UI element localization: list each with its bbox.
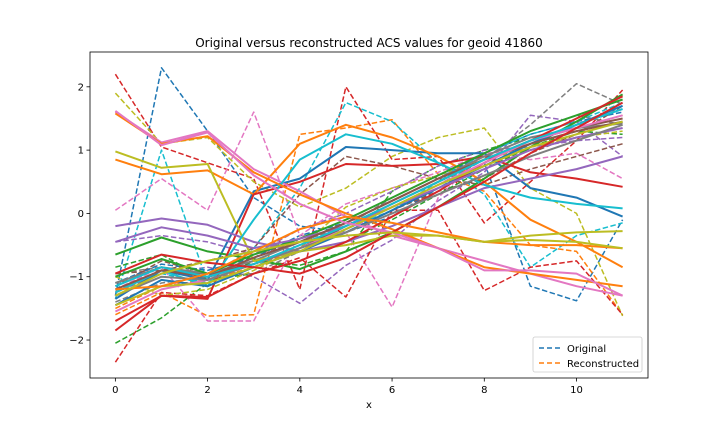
series-line-reconstructed-41 xyxy=(115,215,623,291)
y-tick-label: −1 xyxy=(69,272,84,283)
series-layer xyxy=(114,67,624,363)
series-line-original-13 xyxy=(114,209,624,363)
x-tick-label: 10 xyxy=(570,385,583,396)
series-line-reconstructed-22 xyxy=(115,93,624,271)
series-line-reconstructed-43 xyxy=(114,231,623,297)
x-tick-label: 8 xyxy=(481,385,487,396)
series-line-reconstructed-40 xyxy=(115,101,624,275)
y-tick-label: −2 xyxy=(69,336,84,347)
series-line-reconstructed-31 xyxy=(114,112,623,288)
series-line-original-3 xyxy=(114,73,624,291)
y-tick-label: 1 xyxy=(78,146,84,157)
x-tick-label: 0 xyxy=(112,385,118,396)
series-line-reconstructed-21 xyxy=(115,123,624,269)
chart-title: Original versus reconstructed ACS values… xyxy=(195,36,543,50)
series-line-reconstructed-26 xyxy=(114,111,623,297)
series-line-reconstructed-23 xyxy=(114,155,623,332)
series-line-reconstructed-37 xyxy=(115,123,623,297)
series-line-original-6 xyxy=(114,111,623,308)
x-axis-label: x xyxy=(366,400,372,411)
series-line-reconstructed-42 xyxy=(114,110,624,297)
series-line-reconstructed-32 xyxy=(115,98,623,278)
x-tick-label: 6 xyxy=(389,385,395,396)
legend-label-reconstructed: Reconstructed xyxy=(567,359,639,370)
x-tick-label: 2 xyxy=(204,385,210,396)
series-line-original-8 xyxy=(114,92,624,317)
series-line-reconstructed-28 xyxy=(115,150,623,262)
series-line-reconstructed-24 xyxy=(115,155,623,253)
plot-frame xyxy=(89,51,649,379)
y-tick-label: 0 xyxy=(78,209,84,220)
legend-box xyxy=(532,336,643,373)
series-line-reconstructed-20 xyxy=(114,146,623,300)
x-tick-label: 4 xyxy=(297,385,303,396)
series-line-original-12 xyxy=(115,130,623,281)
x-axis: 0 2 4 6 8 10 xyxy=(112,378,583,396)
y-axis: −2 −1 0 1 2 xyxy=(69,82,90,347)
legend: Original Reconstructed xyxy=(532,336,643,373)
series-line-reconstructed-38 xyxy=(115,120,623,307)
legend-label-original: Original xyxy=(567,344,606,355)
series-line-original-2 xyxy=(115,117,623,344)
series-line-original-0 xyxy=(114,67,624,302)
y-tick-label: 2 xyxy=(78,82,84,93)
